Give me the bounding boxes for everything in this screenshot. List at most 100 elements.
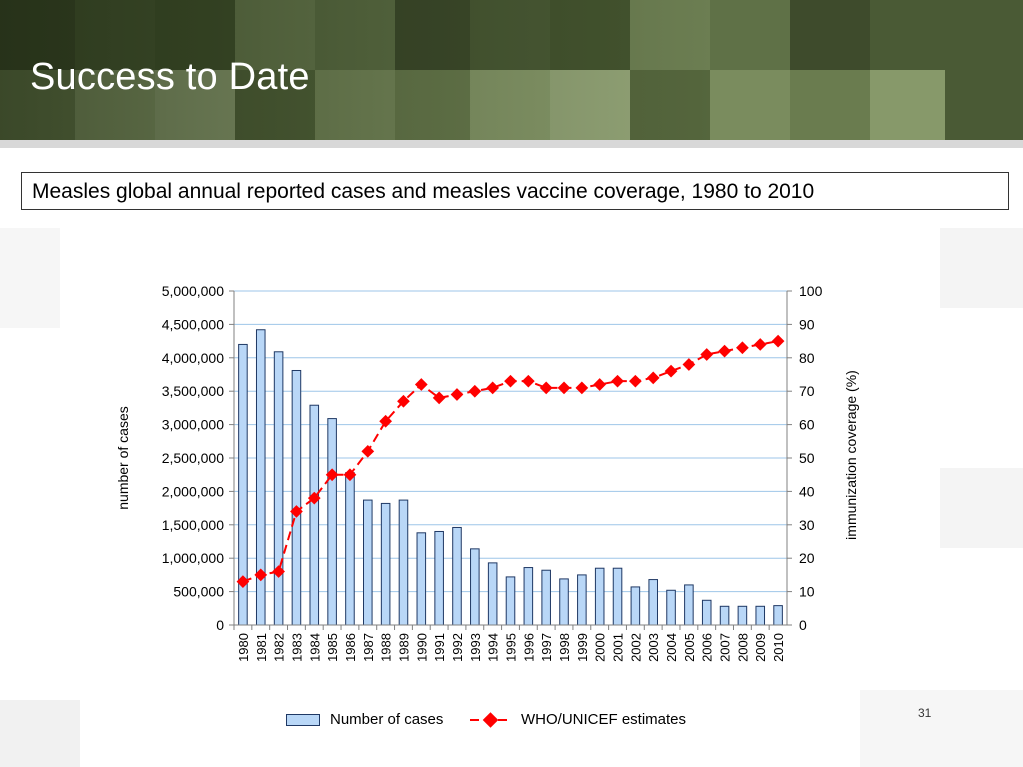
legend-bar-label: Number of cases bbox=[330, 711, 444, 728]
subtitle-box: Measles global annual reported cases and… bbox=[21, 172, 1009, 210]
y-tick-label: 4,500,000 bbox=[162, 316, 224, 332]
legend-line-label: WHO/UNICEF estimates bbox=[521, 711, 687, 728]
bar bbox=[773, 605, 783, 626]
bar bbox=[291, 369, 302, 626]
page-number: 31 bbox=[918, 706, 932, 720]
y-tick-label: 0 bbox=[216, 617, 224, 633]
banner-shade bbox=[0, 0, 1023, 140]
y2-tick-label: 60 bbox=[799, 417, 815, 433]
x-tick-label: 1991 bbox=[432, 633, 447, 662]
bar bbox=[487, 562, 498, 626]
bar bbox=[380, 502, 391, 626]
bar bbox=[737, 605, 748, 626]
line-point bbox=[629, 374, 642, 388]
bar bbox=[523, 567, 534, 626]
x-tick-label: 1988 bbox=[379, 633, 394, 662]
x-tick-label: 2005 bbox=[682, 633, 697, 662]
line-point bbox=[664, 364, 678, 378]
x-tick-label: 1985 bbox=[325, 633, 340, 662]
x-tick-label: 2008 bbox=[735, 633, 750, 662]
y-tick-label: 2,000,000 bbox=[162, 483, 224, 499]
legend-line-swatch bbox=[470, 712, 512, 728]
bar bbox=[398, 499, 409, 626]
banner-divider bbox=[0, 140, 1023, 148]
bar bbox=[666, 589, 676, 626]
line-point bbox=[753, 338, 767, 351]
line-point bbox=[539, 381, 553, 395]
line-point bbox=[504, 374, 517, 388]
y2-tick-label: 50 bbox=[799, 450, 815, 466]
title-banner bbox=[0, 0, 1023, 140]
x-tick-label: 1989 bbox=[396, 633, 411, 662]
bar bbox=[577, 574, 587, 626]
x-tick-label: 1994 bbox=[486, 633, 501, 662]
chart-subtitle: Measles global annual reported cases and… bbox=[32, 180, 815, 203]
x-tick-label: 1984 bbox=[307, 633, 322, 662]
bar bbox=[719, 605, 730, 626]
bar-series bbox=[238, 329, 783, 626]
bar bbox=[452, 526, 462, 626]
line-point bbox=[432, 391, 446, 405]
x-tick-label: 1997 bbox=[539, 633, 554, 662]
x-tick-label: 1980 bbox=[236, 633, 251, 662]
line-point bbox=[700, 348, 714, 361]
line-point bbox=[736, 341, 749, 355]
line-point bbox=[682, 358, 696, 371]
y2-tick-label: 100 bbox=[799, 283, 823, 299]
y2-tick-label: 70 bbox=[799, 383, 815, 399]
gridlines bbox=[234, 290, 787, 593]
legend-bar-swatch bbox=[286, 714, 320, 726]
y-tick-label: 1,000,000 bbox=[162, 550, 224, 566]
x-tick-label: 1982 bbox=[272, 633, 287, 662]
x-tick-label: 2003 bbox=[646, 633, 661, 662]
bar bbox=[541, 569, 551, 626]
bar bbox=[327, 418, 337, 626]
y-tick-label: 3,500,000 bbox=[162, 383, 224, 399]
bar bbox=[309, 404, 320, 626]
bar bbox=[345, 472, 355, 626]
x-tick-label: 1996 bbox=[521, 633, 536, 662]
line-point bbox=[718, 344, 731, 358]
y-axis-title: number of cases bbox=[115, 406, 131, 510]
line-point bbox=[361, 444, 375, 458]
y-tick-label: 3,000,000 bbox=[162, 417, 224, 433]
y2-tick-label: 20 bbox=[799, 550, 815, 566]
legend: Number of cases WHO/UNICEF estimates bbox=[276, 705, 721, 735]
slide-title: Success to Date bbox=[30, 56, 310, 98]
line-point bbox=[468, 384, 482, 398]
bar bbox=[684, 584, 694, 626]
y2-tick-label: 40 bbox=[799, 483, 815, 499]
line-point bbox=[414, 378, 428, 391]
line-point bbox=[611, 374, 624, 388]
y2-tick-label: 10 bbox=[799, 584, 815, 600]
line-point bbox=[575, 381, 589, 395]
y-tick-label: 1,500,000 bbox=[162, 517, 224, 533]
x-tick-label: 2009 bbox=[753, 633, 768, 662]
line-point bbox=[646, 371, 660, 385]
x-tick-label: 1992 bbox=[450, 633, 465, 662]
axes: 0 500,000 1,000,000 1,500,000 2,000,000 2,500… bbox=[162, 283, 823, 662]
x-tick-label: 2000 bbox=[593, 633, 608, 662]
x-tick-label: 1990 bbox=[414, 633, 429, 662]
x-tick-label: 2010 bbox=[771, 633, 786, 662]
bar bbox=[559, 578, 569, 626]
x-tick-label: 1987 bbox=[361, 633, 376, 662]
bar bbox=[470, 548, 480, 626]
y2-tick-label: 30 bbox=[799, 517, 815, 533]
line-point bbox=[521, 374, 535, 388]
y-tick-label: 4,000,000 bbox=[162, 350, 224, 366]
bar bbox=[612, 567, 623, 626]
line-point bbox=[771, 334, 785, 348]
bar bbox=[701, 599, 712, 626]
line-point bbox=[557, 381, 571, 395]
x-tick-label: 1995 bbox=[504, 633, 519, 662]
line-point bbox=[343, 468, 357, 482]
line-point bbox=[307, 491, 321, 505]
line-point bbox=[325, 468, 339, 482]
x-tick-label: 1993 bbox=[468, 633, 483, 662]
bar bbox=[648, 579, 658, 626]
bar bbox=[434, 530, 444, 626]
y2-axis-title: immunization coverage (%) bbox=[843, 370, 859, 540]
x-tick-label: 1998 bbox=[557, 633, 572, 662]
